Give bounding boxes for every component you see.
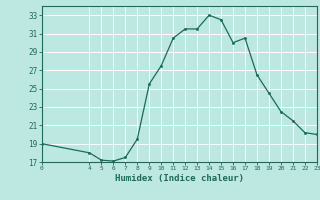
X-axis label: Humidex (Indice chaleur): Humidex (Indice chaleur): [115, 174, 244, 183]
